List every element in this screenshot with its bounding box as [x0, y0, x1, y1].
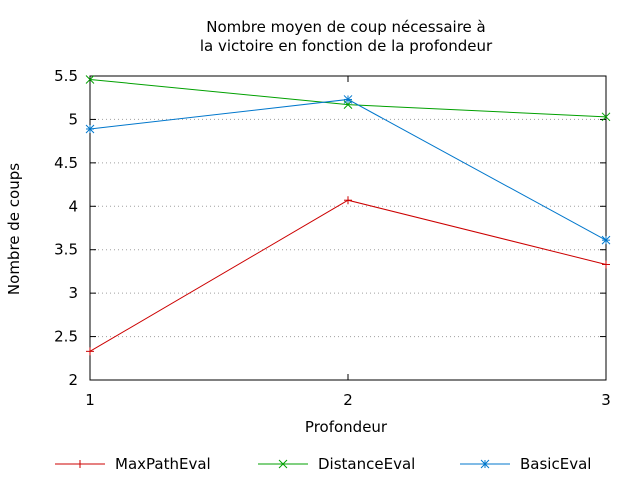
axis-ticks: 22.533.544.555.51 2 3	[54, 67, 611, 409]
x-axis-label: Profondeur	[305, 418, 388, 436]
legend: MaxPathEval DistanceEval BasicEval	[55, 455, 591, 473]
y-tick-label: 5.5	[54, 67, 78, 85]
y-tick-label: 2	[68, 371, 78, 389]
y-tick-label: 5	[68, 110, 78, 128]
chart-title-line-1: Nombre moyen de coup nécessaire à	[206, 18, 486, 36]
x-tick-label: 3	[601, 391, 611, 409]
legend-marker-MaxPathEval	[76, 460, 84, 468]
data-point-BasicEval	[601, 235, 611, 245]
data-point-BasicEval	[343, 95, 353, 104]
legend-label-DistanceEval: DistanceEval	[318, 455, 415, 473]
data-point-DistanceEval	[601, 112, 611, 122]
data-point-MaxPathEval	[344, 196, 352, 205]
y-axis-label: Nombre de coups	[5, 163, 23, 295]
y-tick-label: 4.5	[54, 154, 78, 172]
legend-label-BasicEval: BasicEval	[520, 455, 591, 473]
data-point-DistanceEval	[85, 75, 95, 84]
chart-title-line-2: la victoire en fonction de la profondeur	[200, 37, 493, 55]
y-tick-label: 4	[68, 197, 78, 215]
x-tick-label: 2	[343, 391, 353, 409]
data-point-BasicEval	[85, 124, 95, 134]
y-tick-label: 3	[68, 284, 78, 302]
legend-marker-DistanceEval	[278, 459, 288, 469]
data-point-MaxPathEval	[602, 260, 610, 269]
legend-label-MaxPathEval: MaxPathEval	[115, 455, 211, 473]
legend-marker-BasicEval	[480, 459, 490, 469]
data-point-MaxPathEval	[86, 347, 94, 356]
y-tick-label: 2.5	[54, 328, 78, 346]
series-lines	[85, 75, 611, 356]
x-tick-label: 1	[85, 391, 95, 409]
y-tick-label: 3.5	[54, 241, 78, 259]
